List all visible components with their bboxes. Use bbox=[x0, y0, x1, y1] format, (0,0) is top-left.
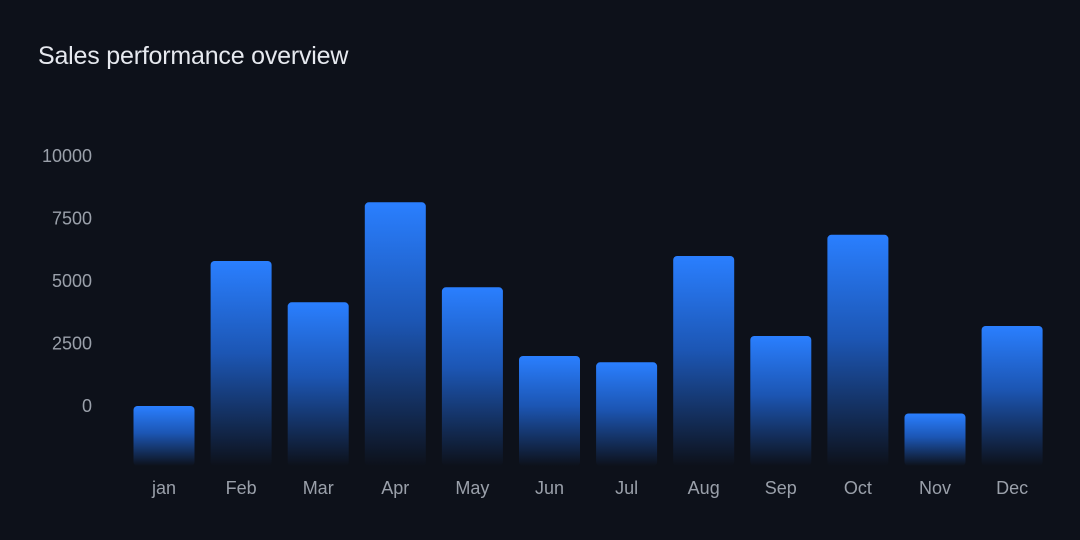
bar-feb[interactable] bbox=[210, 261, 272, 466]
chart-title: Sales performance overview bbox=[38, 42, 349, 70]
bar-apr[interactable] bbox=[364, 202, 426, 467]
bar-jan[interactable] bbox=[133, 406, 195, 466]
bar-dec[interactable] bbox=[981, 326, 1043, 466]
bar-aug[interactable] bbox=[673, 256, 735, 466]
y-tick-label: 2500 bbox=[52, 334, 92, 354]
x-tick-label: Feb bbox=[226, 478, 257, 498]
x-tick-label: Mar bbox=[303, 478, 334, 498]
y-tick-label: 0 bbox=[82, 396, 92, 416]
bar-nov[interactable] bbox=[904, 413, 966, 467]
x-tick-label: Sep bbox=[765, 478, 797, 498]
x-tick-label: Nov bbox=[919, 478, 951, 498]
bar-sep[interactable] bbox=[750, 336, 812, 466]
x-tick-label: Apr bbox=[381, 478, 409, 498]
bars bbox=[133, 202, 1043, 467]
y-tick-label: 5000 bbox=[52, 271, 92, 291]
x-tick-label: Oct bbox=[844, 478, 872, 498]
x-tick-label: jan bbox=[151, 478, 176, 498]
x-axis: jan Feb Mar Apr May Jun Jul Aug Sep Oct Nov Dec bbox=[151, 478, 1028, 498]
bar-mar[interactable] bbox=[287, 302, 349, 467]
y-tick-label: 7500 bbox=[52, 209, 92, 229]
bar-jul[interactable] bbox=[596, 362, 658, 467]
x-tick-label: Jul bbox=[615, 478, 638, 498]
x-tick-label: May bbox=[455, 478, 489, 498]
y-axis: 10000 7500 5000 2500 0 bbox=[42, 146, 92, 416]
bar-oct[interactable] bbox=[827, 234, 889, 467]
bar-may[interactable] bbox=[441, 287, 503, 467]
bar-jun[interactable] bbox=[519, 356, 580, 466]
x-tick-label: Jun bbox=[535, 478, 564, 498]
y-tick-label: 10000 bbox=[42, 146, 92, 166]
x-tick-label: Dec bbox=[996, 478, 1028, 498]
x-tick-label: Aug bbox=[688, 478, 720, 498]
